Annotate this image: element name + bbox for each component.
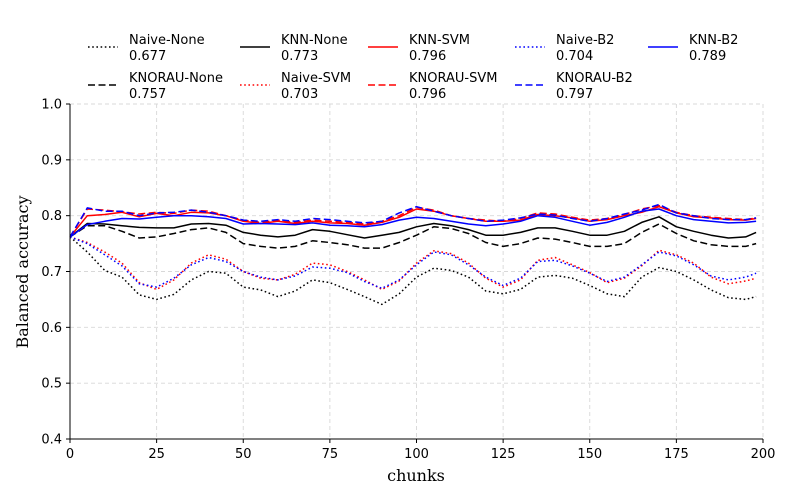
- series-line-knn-svm: [69, 205, 757, 238]
- legend-score: 0.796: [409, 49, 446, 64]
- x-tick-label: 150: [577, 447, 602, 462]
- x-tick-label: 200: [751, 447, 776, 462]
- x-tick-label: 25: [148, 447, 165, 462]
- x-tick-label: 75: [322, 447, 339, 462]
- x-axis-label: chunks: [387, 466, 445, 485]
- series-line-knorau-none: [69, 223, 757, 249]
- legend-score: 0.773: [281, 49, 318, 64]
- y-tick-label: 0.8: [41, 209, 62, 224]
- y-tick-label: 1.0: [41, 98, 62, 113]
- series-line-naive-b2: [69, 236, 757, 290]
- y-tick-label: 0.5: [41, 377, 62, 392]
- legend-score: 0.677: [129, 49, 166, 64]
- legend-score: 0.703: [281, 87, 318, 102]
- legend-score: 0.797: [556, 87, 593, 102]
- legend-label: Naive-B2: [556, 33, 614, 48]
- legend: Naive-None0.677KNORAU-None0.757KNN-None0…: [88, 33, 738, 102]
- legend-label: Naive-None: [129, 33, 205, 48]
- y-tick-label: 0.6: [41, 321, 62, 336]
- legend-label: KNORAU-None: [129, 71, 223, 86]
- x-tick-label: 175: [664, 447, 689, 462]
- x-tick-label: 100: [404, 447, 429, 462]
- series-line-knn-b2: [69, 208, 757, 238]
- series-line-knorau-b2: [69, 203, 757, 238]
- x-tick-label: 125: [491, 447, 516, 462]
- legend-score: 0.704: [556, 49, 593, 64]
- legend-entry-knn-b2: KNN-B20.789: [648, 33, 738, 64]
- grid: [69, 103, 764, 440]
- series-lines: [69, 203, 757, 306]
- legend-label: Naive-SVM: [281, 71, 351, 86]
- y-tick-label: 0.9: [41, 153, 62, 168]
- legend-label: KNN-SVM: [409, 33, 470, 48]
- legend-label: KNORAU-B2: [556, 71, 633, 86]
- y-tick-label: 0.4: [41, 433, 62, 448]
- legend-entry-knorau-b2: KNORAU-B20.797: [515, 71, 633, 102]
- x-tick-label: 50: [235, 447, 252, 462]
- x-tick-label: 0: [66, 447, 74, 462]
- series-line-naive-svm: [69, 236, 757, 291]
- series-line-knn-none: [69, 216, 757, 239]
- tick-labels: 0 25 50 75 100 125 150 175 200 0.4 0.5 0.6 0.7 0.8 0.9…: [41, 98, 775, 463]
- legend-score: 0.757: [129, 87, 166, 102]
- legend-label: KNORAU-SVM: [409, 71, 497, 86]
- legend-label: KNN-None: [281, 33, 348, 48]
- y-tick-label: 0.7: [41, 265, 62, 280]
- y-axis-label: Balanced accuracy: [13, 196, 32, 349]
- legend-score: 0.789: [689, 49, 726, 64]
- legend-score: 0.796: [409, 87, 446, 102]
- legend-label: KNN-B2: [689, 33, 738, 48]
- axes: [66, 103, 764, 443]
- series-line-naive-none: [69, 236, 757, 306]
- legend-entry-naive-b2: Naive-B20.704: [515, 33, 614, 64]
